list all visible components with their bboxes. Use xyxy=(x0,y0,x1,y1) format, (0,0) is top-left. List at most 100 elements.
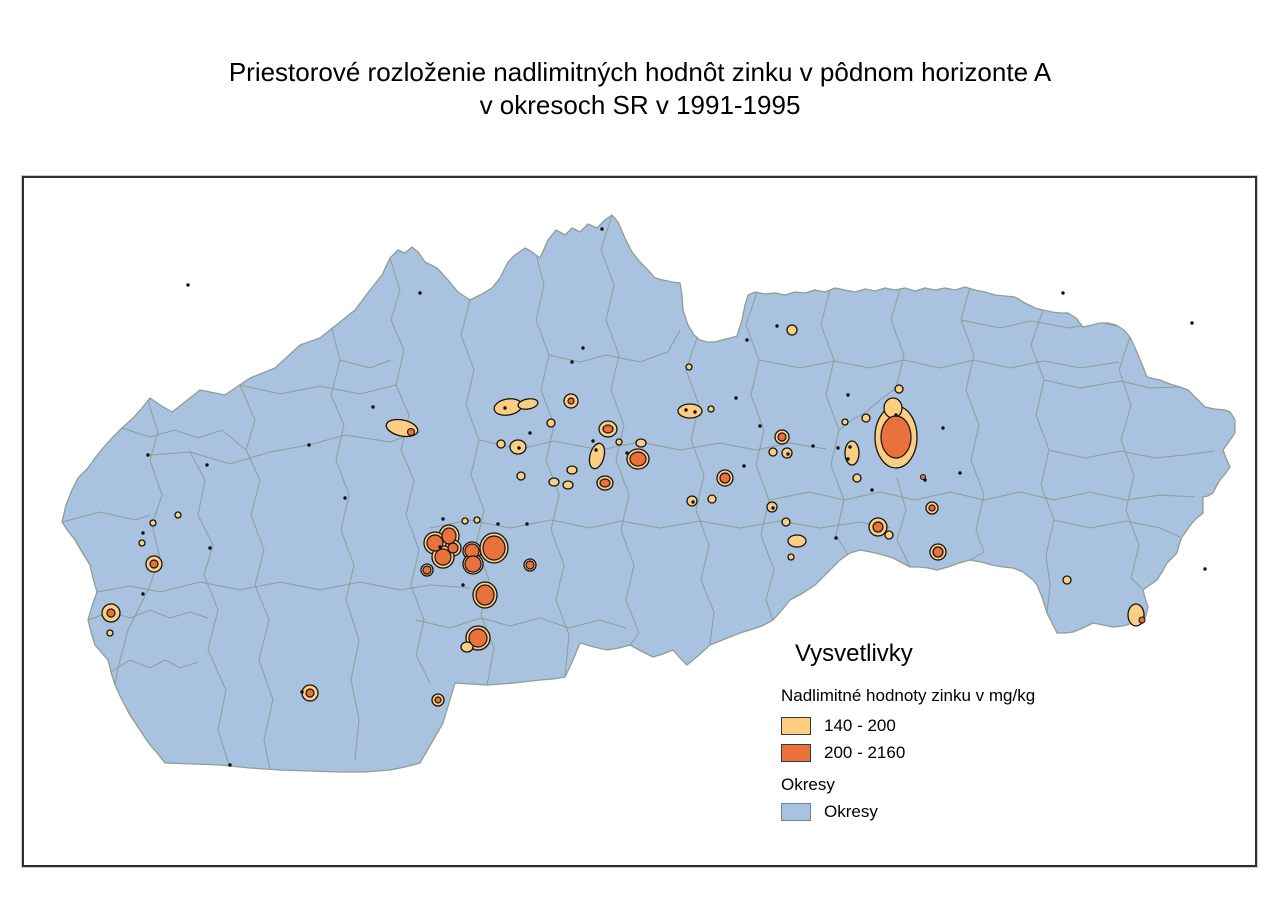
zinc-spot-low xyxy=(894,384,904,394)
district-border xyxy=(339,359,392,369)
sample-point xyxy=(1061,291,1065,295)
zinc-spot-high xyxy=(932,546,944,558)
zinc-spot-high xyxy=(434,548,452,566)
district-border xyxy=(114,397,163,686)
zinc-spot-high xyxy=(482,535,506,561)
sample-point xyxy=(525,522,529,526)
zinc-spot-low xyxy=(844,440,860,466)
sample-point xyxy=(503,406,507,410)
sample-point xyxy=(745,338,749,342)
zinc-spot-low xyxy=(566,465,578,475)
sample-point xyxy=(591,439,595,443)
zinc-spot-low xyxy=(460,641,474,653)
map-title-line2: v okresoch SR v 1991-1995 xyxy=(479,90,801,120)
district-border xyxy=(820,288,849,561)
sample-point xyxy=(371,405,375,409)
sample-point xyxy=(307,443,311,447)
legend-swatch-low xyxy=(781,717,811,735)
zinc-spot-high xyxy=(426,534,444,552)
district-border xyxy=(1043,379,1181,389)
zinc-spot-high xyxy=(928,504,936,512)
zinc-spot-low xyxy=(787,553,795,561)
zinc-spot-high xyxy=(629,451,647,467)
district-border xyxy=(389,257,431,684)
zinc-spot-high xyxy=(149,559,159,569)
district-border xyxy=(1053,519,1181,538)
sample-point xyxy=(834,536,838,540)
zinc-spot-low xyxy=(496,439,506,449)
legend-group-okresy: Okresy xyxy=(781,775,835,794)
district-border xyxy=(548,329,681,363)
legend-item-low: 140 - 200 xyxy=(781,716,1199,736)
zinc-spot-low xyxy=(548,477,560,487)
sample-point xyxy=(693,410,697,414)
sample-point xyxy=(923,478,927,482)
zinc-spot-low xyxy=(588,442,606,470)
zinc-spot-high xyxy=(305,688,315,698)
zinc-spot-high xyxy=(434,696,442,704)
district-border xyxy=(478,439,827,451)
sample-point xyxy=(1203,567,1207,571)
district-border xyxy=(745,291,775,621)
zinc-spot-low xyxy=(1062,575,1072,585)
zinc-spot-low xyxy=(106,629,114,637)
legend-item-high: 200 - 2160 xyxy=(781,743,1199,763)
legend-item-okresy: Okresy xyxy=(781,802,1199,822)
zinc-spot-high xyxy=(880,415,912,459)
sample-point xyxy=(836,446,840,450)
zinc-spot-low xyxy=(138,539,146,547)
sample-point xyxy=(418,291,422,295)
zinc-spot-high xyxy=(919,473,927,481)
sample-point xyxy=(734,396,738,400)
district-border xyxy=(685,337,715,646)
zinc-spot-low xyxy=(707,405,715,413)
district-border xyxy=(960,286,985,561)
sample-point xyxy=(846,393,850,397)
sample-point xyxy=(300,690,304,694)
zinc-spot-low xyxy=(635,438,647,448)
zinc-spot-high xyxy=(719,472,731,484)
zinc-spot-low xyxy=(787,534,807,548)
sample-point xyxy=(684,408,688,412)
zinc-spot-low xyxy=(781,517,791,527)
zinc-spot-high xyxy=(475,584,495,606)
zinc-spot-low xyxy=(707,494,717,504)
district-border xyxy=(890,288,905,389)
district-border xyxy=(415,617,627,629)
district-border xyxy=(62,511,151,523)
sample-point xyxy=(691,500,695,504)
zinc-spot-low xyxy=(517,398,539,410)
legend-label-okresy: Okresy xyxy=(824,802,878,821)
zinc-spot-low xyxy=(174,511,182,519)
sample-point xyxy=(894,413,898,417)
legend-label-high: 200 - 2160 xyxy=(824,743,906,762)
zinc-spot-high xyxy=(447,542,459,554)
zinc-spot-high xyxy=(464,555,482,573)
sample-point xyxy=(625,451,629,455)
legend-swatch-okresy xyxy=(781,803,811,821)
legend-label-low: 140 - 200 xyxy=(824,716,896,735)
zinc-spot-high xyxy=(441,527,457,545)
district-border xyxy=(149,431,421,465)
sample-point xyxy=(870,488,874,492)
zinc-spot-high xyxy=(567,397,575,405)
zinc-spot-low xyxy=(562,480,574,490)
country-area xyxy=(61,214,1236,773)
zinc-spot-high xyxy=(599,478,611,488)
sample-point xyxy=(570,360,574,364)
district-border xyxy=(239,384,274,771)
zinc-spot-high xyxy=(422,565,432,575)
sample-point xyxy=(771,506,775,510)
legend: Vysvetlivky Nadlimitné hodnoty zinku v m… xyxy=(779,640,1199,822)
sample-point xyxy=(786,452,790,456)
zinc-spot-low xyxy=(861,413,871,423)
sample-point xyxy=(758,424,762,428)
sample-point xyxy=(517,446,521,450)
district-border xyxy=(110,659,199,673)
sample-point xyxy=(141,531,145,535)
sample-point xyxy=(528,431,532,435)
district-border xyxy=(429,519,891,529)
sample-point xyxy=(228,763,232,767)
sample-point xyxy=(594,448,598,452)
sample-point xyxy=(1190,321,1194,325)
